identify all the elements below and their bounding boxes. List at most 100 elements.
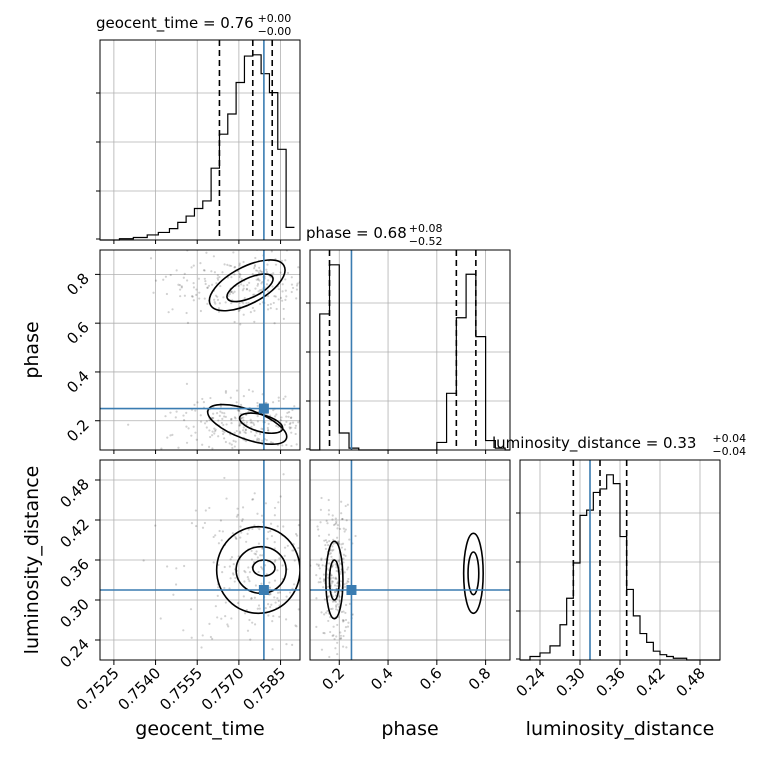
sample-point: [337, 540, 340, 543]
sample-point: [328, 539, 331, 543]
sample-point: [180, 285, 183, 288]
sample-point: [251, 621, 254, 624]
sample-point: [218, 414, 221, 417]
sample-point: [222, 296, 225, 299]
sample-point: [214, 534, 217, 537]
sample-point: [247, 388, 251, 391]
sample-point: [284, 289, 287, 292]
sample-point: [276, 591, 280, 594]
sample-point: [250, 558, 254, 561]
sample-point: [338, 595, 341, 599]
sample-point: [221, 417, 224, 420]
sample-point: [244, 431, 247, 435]
sample-point: [335, 569, 338, 573]
density-contour: [325, 540, 344, 620]
sample-point: [234, 417, 237, 420]
sample-point: [293, 405, 296, 408]
sample-point: [203, 277, 206, 280]
sample-point: [269, 605, 272, 609]
sample-point: [285, 643, 288, 646]
sample-point: [302, 441, 304, 443]
sample-point: [238, 423, 241, 427]
sample-point: [344, 603, 348, 607]
y-tick-label: 0.36: [56, 555, 92, 591]
sample-point: [291, 643, 294, 646]
sample-point: [303, 648, 305, 650]
sample-point: [345, 582, 348, 585]
sample-point: [332, 634, 335, 637]
sample-point: [221, 530, 225, 533]
sample-point: [255, 550, 258, 553]
x-tick-label: 0.36: [592, 664, 628, 700]
sample-point: [216, 295, 219, 298]
sample-point: [231, 446, 234, 450]
sample-point: [242, 426, 245, 429]
y-tick-label: 0.30: [56, 595, 92, 631]
sample-point: [326, 274, 328, 276]
sample-point: [281, 290, 284, 293]
sample-point: [239, 403, 243, 406]
sample-point: [242, 260, 245, 264]
sample-point: [183, 418, 186, 422]
sample-point: [331, 545, 334, 548]
sample-point: [325, 273, 327, 275]
sample-point: [348, 602, 352, 606]
sample-point: [241, 289, 244, 292]
sample-point: [196, 401, 199, 404]
sample-point: [295, 288, 299, 291]
sample-point: [267, 429, 270, 432]
sample-point: [203, 269, 206, 272]
sample-point: [340, 546, 343, 549]
sample-point: [280, 259, 283, 262]
sample-point: [332, 523, 336, 527]
sample-point: [257, 604, 261, 607]
sample-point: [301, 280, 303, 282]
sample-point: [266, 295, 270, 298]
sample-point: [290, 431, 293, 434]
sample-point: [206, 286, 209, 289]
sample-point: [335, 520, 338, 523]
sample-point: [282, 317, 285, 320]
sample-point: [324, 611, 328, 614]
sample-point: [175, 269, 178, 272]
sample-point: [281, 661, 283, 663]
sample-point: [323, 282, 325, 284]
sample-point: [240, 277, 243, 280]
sample-point: [323, 579, 326, 582]
sample-point: [186, 321, 190, 325]
sample-point: [320, 496, 323, 500]
sample-point: [237, 409, 240, 412]
sample-point: [256, 415, 259, 418]
sample-point: [337, 486, 339, 488]
sample-point: [334, 600, 338, 603]
sample-point: [238, 410, 241, 413]
sample-point: [281, 454, 283, 456]
sample-point: [340, 610, 343, 614]
sample-point: [291, 286, 295, 290]
sample-point: [195, 293, 198, 296]
sample-point: [159, 617, 162, 620]
x-axis-label-luminosity_distance: luminosity_distance: [526, 718, 715, 740]
sample-point: [290, 276, 293, 279]
sample-point: [382, 536, 384, 538]
sample-point: [336, 527, 339, 530]
sample-point: [342, 553, 345, 556]
sample-point: [364, 446, 366, 448]
title-luminosity_distance: luminosity_distance = 0.33: [492, 434, 696, 453]
sample-point: [334, 563, 337, 566]
sample-point: [266, 537, 269, 540]
sample-point: [258, 279, 261, 282]
sample-point: [289, 421, 292, 425]
sample-point: [229, 577, 232, 580]
sample-point: [261, 567, 264, 570]
sample-point: [344, 626, 348, 629]
sample-point: [319, 549, 321, 551]
sample-point: [253, 309, 256, 312]
sample-point: [167, 311, 170, 314]
sample-point: [235, 389, 239, 392]
sample-point: [267, 422, 270, 426]
sample-point: [317, 528, 320, 531]
sample-point: [203, 521, 207, 525]
sample-point: [245, 421, 249, 424]
sample-point: [249, 310, 252, 314]
